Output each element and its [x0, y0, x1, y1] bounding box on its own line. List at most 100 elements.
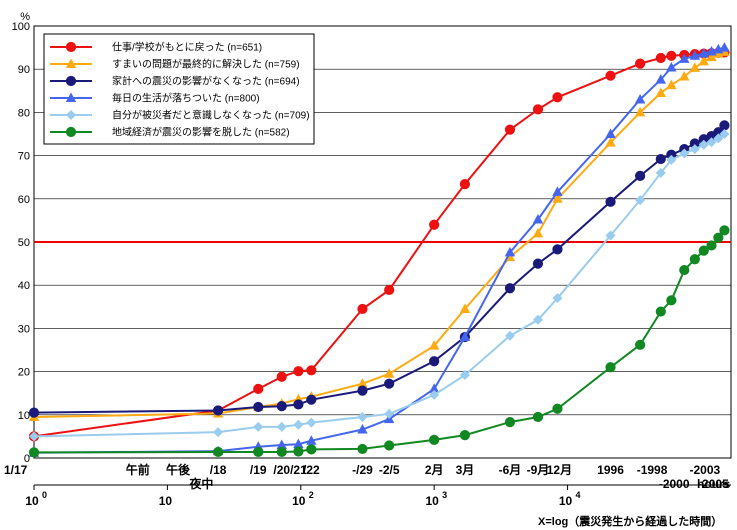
data-point	[504, 330, 515, 341]
data-point	[706, 240, 717, 251]
x-tick-base: 10	[425, 494, 439, 508]
data-point	[706, 51, 717, 62]
data-point	[706, 137, 717, 148]
data-point	[689, 254, 700, 265]
legend-marker	[65, 58, 77, 68]
time-label: -2005	[698, 477, 729, 491]
data-point	[605, 137, 616, 147]
legend-label: すまいの問題が最終的に解決した (n=759)	[112, 58, 300, 71]
x-tick-base: 10	[159, 494, 173, 508]
data-point	[666, 154, 677, 165]
data-point	[459, 331, 471, 342]
legend-entry: 家計への震災の影響がなくなった (n=694)	[50, 75, 300, 88]
y-tick-label: 10	[18, 410, 30, 422]
data-point	[655, 52, 666, 64]
legend-entry: 自分が被災者だと意識しなくなった (n=709)	[50, 109, 310, 122]
legend-label: 地域経済が震災の影響を脱した (n=582)	[112, 126, 290, 139]
x-tick-label: 10	[159, 494, 173, 508]
x-tick-label: hours	[697, 477, 731, 491]
data-point	[698, 48, 709, 58]
data-point	[666, 295, 677, 306]
data-point	[213, 446, 224, 458]
legend-marker	[65, 41, 77, 53]
data-point	[635, 170, 646, 182]
data-point	[384, 408, 395, 419]
data-point	[253, 421, 264, 432]
legend-label: 自分が被災者だと意識しなくなった (n=709)	[112, 109, 310, 122]
data-point	[635, 339, 646, 350]
time-label: 1/17	[4, 463, 28, 477]
data-point	[532, 314, 543, 325]
data-point	[276, 371, 287, 382]
time-label: 1996	[597, 463, 624, 477]
data-point	[552, 403, 563, 414]
data-point	[605, 362, 616, 373]
data-point	[698, 245, 709, 256]
data-point	[679, 53, 690, 63]
data-point	[459, 179, 471, 190]
data-point	[293, 399, 304, 410]
data-point	[635, 58, 646, 69]
data-point	[698, 139, 709, 150]
x-tick-base: 10	[559, 494, 573, 508]
time-label: -9月	[527, 463, 550, 477]
data-point	[276, 439, 287, 450]
data-point	[679, 264, 690, 276]
data-point	[276, 421, 287, 432]
data-point	[253, 383, 264, 394]
legend-label: 毎日の生活が落ちついた (n=800)	[112, 92, 260, 105]
data-point	[306, 435, 317, 445]
data-point	[655, 153, 666, 165]
data-point	[293, 446, 304, 457]
data-point	[666, 79, 677, 90]
data-point	[655, 167, 666, 178]
legend-entry: 毎日の生活が落ちついた (n=800)	[50, 92, 260, 105]
legend-label: 仕事/学校がもとに戻った (n=651)	[112, 41, 262, 54]
data-point	[713, 232, 724, 243]
data-point	[666, 61, 677, 72]
data-point	[459, 370, 470, 381]
y-tick-label: 70	[18, 151, 30, 163]
data-point	[428, 340, 440, 350]
data-point	[655, 87, 666, 97]
y-axis-unit: %	[20, 11, 30, 23]
data-point	[357, 443, 368, 455]
time-label: -/29	[352, 463, 373, 477]
data-point	[655, 306, 666, 317]
data-point	[689, 144, 700, 155]
data-point	[276, 446, 287, 458]
data-point	[293, 366, 304, 377]
data-point	[384, 440, 395, 451]
time-label: /20	[273, 463, 290, 477]
legend-marker	[65, 75, 77, 87]
data-point	[635, 195, 646, 206]
data-point	[306, 417, 317, 428]
x-tick-label: 10 0	[25, 490, 47, 508]
data-point	[679, 71, 690, 81]
legend-label: 家計への震災の影響がなくなった (n=694)	[112, 75, 300, 88]
y-tick-label: 80	[18, 107, 30, 119]
data-point	[357, 411, 368, 422]
y-tick-label: 50	[18, 237, 30, 249]
legend-marker	[66, 110, 76, 120]
data-point	[28, 407, 40, 418]
y-tick-label: 30	[18, 323, 30, 335]
y-tick-label: 100	[12, 21, 30, 33]
data-point	[253, 401, 264, 413]
time-label: -2003	[690, 463, 721, 477]
series-6	[28, 225, 730, 458]
data-point	[698, 55, 709, 66]
data-point	[384, 284, 395, 296]
time-label: -2/5	[379, 463, 400, 477]
data-point	[719, 120, 730, 131]
y-tick-label: 0	[24, 453, 30, 465]
data-point	[713, 133, 724, 144]
data-point	[666, 50, 677, 61]
data-point	[429, 219, 440, 230]
time-label: -12月	[543, 463, 572, 477]
data-point	[429, 356, 440, 367]
data-point	[552, 293, 563, 304]
x-axis-unit: hours	[697, 477, 731, 491]
